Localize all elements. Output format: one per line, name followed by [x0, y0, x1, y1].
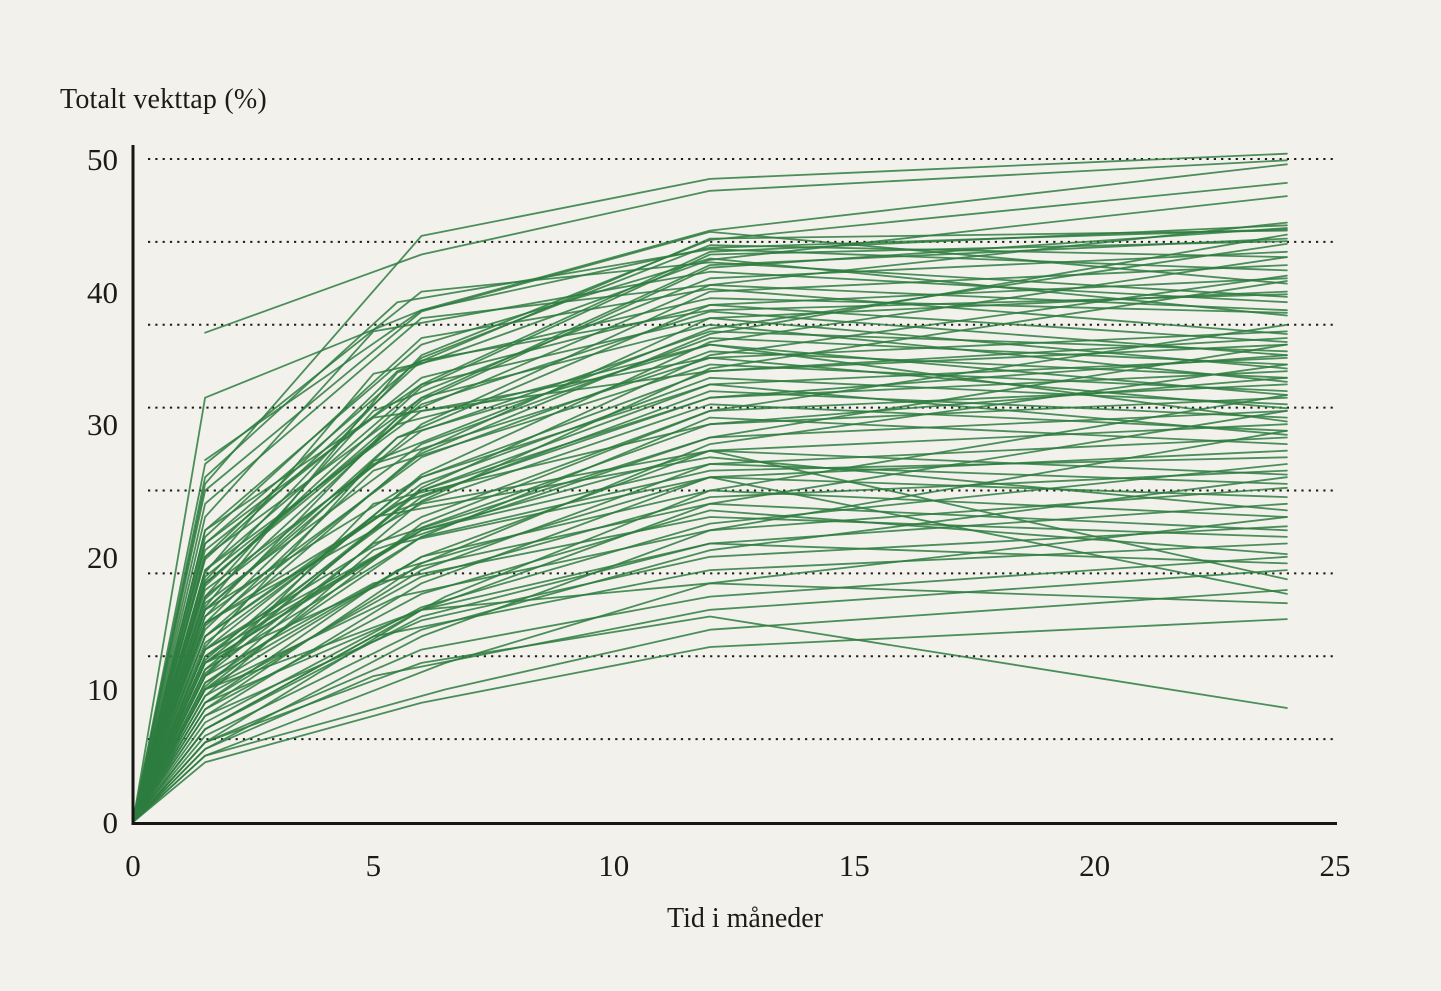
y-tick-label: 10 [87, 672, 118, 708]
trajectory-line [132, 356, 1288, 823]
trajectory-line [132, 376, 1288, 823]
trajectory-line [132, 290, 1288, 823]
x-tick-label: 15 [838, 848, 870, 883]
trajectory-line [132, 261, 1288, 823]
trajectory-line [132, 240, 1288, 823]
trajectory-line [132, 429, 1288, 823]
x-tick-label: 0 [125, 848, 141, 883]
trajectory-line [132, 394, 1288, 823]
trajectory-line [132, 582, 1288, 823]
trajectory-line [132, 293, 1288, 823]
trajectory-line [132, 230, 1288, 823]
trajectory-line [132, 195, 1288, 823]
trajectory-line [132, 248, 1288, 823]
y-axis-title: Totalt vekttap (%) [60, 84, 267, 115]
trajectory-line [132, 227, 1288, 823]
trajectory-line [132, 221, 1288, 823]
x-tick-label: 10 [598, 848, 630, 883]
trajectory-line [132, 363, 1288, 823]
trajectory-line [132, 343, 1288, 823]
trajectory-line [132, 390, 1288, 823]
trajectory-line [132, 463, 1288, 823]
y-tick-label: 50 [87, 142, 118, 177]
x-tick-label: 25 [1319, 848, 1351, 883]
y-tick-label: 0 [102, 805, 119, 840]
trajectory-line [132, 256, 1288, 823]
trajectory-line [132, 284, 1288, 823]
trajectory-line [132, 233, 1288, 823]
y-tick-label: 30 [87, 407, 118, 443]
trajectory-line [132, 280, 1288, 823]
trajectory-line [132, 181, 1288, 823]
x-axis-title: Tid i måneder [666, 903, 824, 934]
trajectory-line [132, 449, 1288, 823]
trajectory-line [132, 297, 1288, 823]
trajectory-line [132, 152, 1288, 823]
x-tick-label: 5 [365, 848, 382, 883]
trajectory-line [132, 257, 1288, 823]
trajectory-line [132, 287, 1288, 823]
x-tick-label: 20 [1079, 848, 1111, 883]
trajectory-line [132, 356, 1288, 823]
y-tick-label: 40 [87, 274, 118, 310]
y-tick-label: 20 [87, 539, 118, 575]
trajectory-line [132, 589, 1288, 823]
trajectory-line [204, 228, 1288, 461]
trajectory-line [132, 618, 1288, 823]
trajectory-line [132, 303, 1288, 823]
series-lines [132, 152, 1288, 823]
trajectory-line [132, 436, 1288, 823]
trajectory-line [132, 270, 1288, 823]
trajectory-line [132, 416, 1288, 823]
trajectory-line [132, 274, 1288, 823]
trajectory-line [204, 159, 1288, 334]
